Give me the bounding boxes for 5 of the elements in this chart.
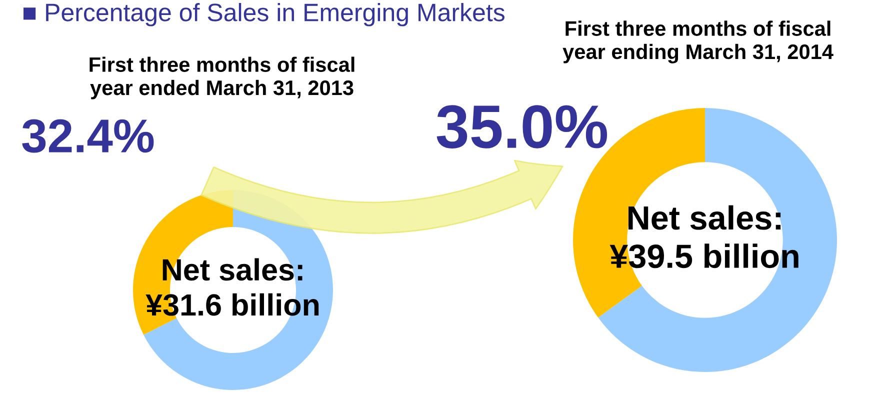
data-label: 32.4% (22, 119, 154, 153)
chart-title: ■ Percentage of Sales in Emerging Markets (24, 3, 504, 26)
data-label: 35.0% (436, 105, 608, 148)
chart-subtitle: First three months of fiscal year ended March 31, 2013 (90, 56, 354, 100)
chart-subtitle: First three months of fiscal year ending March 31, 2014 (562, 20, 834, 64)
